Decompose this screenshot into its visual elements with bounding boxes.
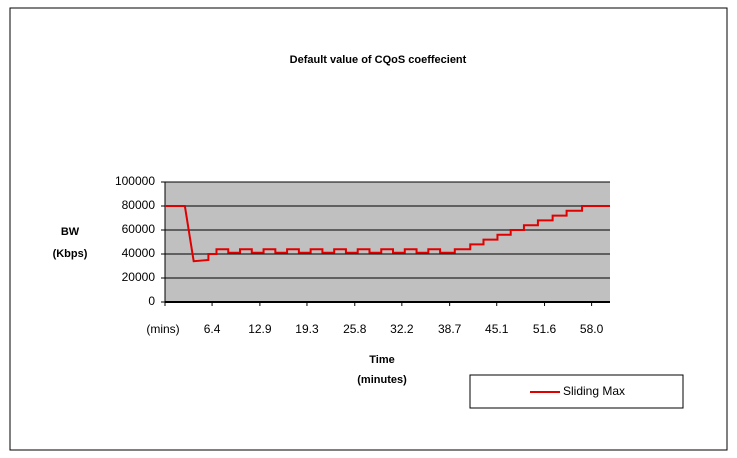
chart-title: Default value of CQoS coeffecient bbox=[290, 54, 467, 66]
x-tick-label: 19.3 bbox=[295, 322, 319, 336]
x-tick-label: 45.1 bbox=[485, 322, 509, 336]
y-axis-label: (Kbps) bbox=[53, 248, 88, 260]
x-tick-label: 58.0 bbox=[580, 322, 604, 336]
legend bbox=[469, 374, 684, 409]
y-tick-label: 60000 bbox=[122, 222, 156, 236]
y-tick-label: 80000 bbox=[122, 198, 156, 212]
x-tick-label: (mins) bbox=[146, 322, 179, 336]
x-tick-label: 32.2 bbox=[390, 322, 414, 336]
x-tick-label: 25.8 bbox=[343, 322, 367, 336]
x-axis-label: (minutes) bbox=[357, 374, 407, 386]
legend-label: Sliding Max bbox=[563, 384, 625, 398]
y-tick-label: 20000 bbox=[122, 270, 156, 284]
y-tick-label: 0 bbox=[148, 294, 155, 308]
y-tick-label: 40000 bbox=[122, 246, 156, 260]
x-axis-label: Time bbox=[369, 354, 394, 366]
y-axis-label: BW bbox=[61, 226, 80, 238]
x-tick-label: 12.9 bbox=[248, 322, 272, 336]
line-series bbox=[165, 205, 610, 263]
x-tick-label: 6.4 bbox=[204, 322, 221, 336]
x-tick-label: 38.7 bbox=[438, 322, 462, 336]
x-tick-label: 51.6 bbox=[533, 322, 557, 336]
y-tick-label: 100000 bbox=[115, 174, 155, 188]
plot-area bbox=[165, 182, 610, 302]
